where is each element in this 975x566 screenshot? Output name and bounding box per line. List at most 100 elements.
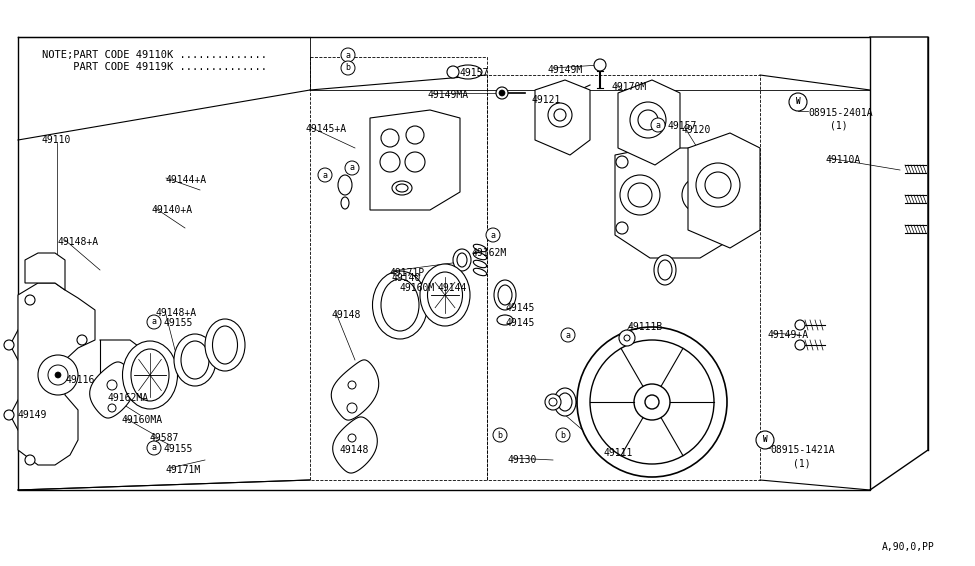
Ellipse shape (372, 271, 427, 339)
Text: 08915-2401A: 08915-2401A (808, 108, 873, 118)
Text: 49111B: 49111B (628, 322, 663, 332)
Text: 49140: 49140 (392, 273, 421, 283)
Ellipse shape (443, 273, 457, 283)
Text: 49148: 49148 (340, 445, 370, 455)
Ellipse shape (498, 285, 512, 305)
Text: 49149MA: 49149MA (428, 90, 469, 100)
Circle shape (630, 102, 666, 138)
Text: 49145: 49145 (506, 303, 535, 313)
Polygon shape (535, 80, 590, 155)
Ellipse shape (473, 252, 487, 260)
Circle shape (55, 372, 61, 378)
Circle shape (634, 384, 670, 420)
Circle shape (318, 168, 332, 182)
Ellipse shape (558, 393, 572, 411)
Ellipse shape (420, 264, 470, 326)
Text: 49157: 49157 (460, 68, 489, 78)
Circle shape (405, 152, 425, 172)
Ellipse shape (658, 260, 672, 280)
Ellipse shape (654, 255, 676, 285)
Ellipse shape (446, 276, 454, 281)
Text: 49162M: 49162M (472, 248, 507, 258)
Ellipse shape (497, 315, 513, 325)
Circle shape (25, 455, 35, 465)
Circle shape (756, 431, 774, 449)
Polygon shape (332, 417, 377, 473)
Circle shape (548, 103, 572, 127)
Circle shape (4, 410, 14, 420)
Text: a: a (490, 230, 495, 239)
Text: 49149: 49149 (18, 410, 48, 420)
Circle shape (147, 315, 161, 329)
Text: (1): (1) (793, 458, 810, 468)
Ellipse shape (392, 181, 412, 195)
Text: 49149M: 49149M (548, 65, 583, 75)
Text: a: a (323, 170, 328, 179)
Circle shape (4, 340, 14, 350)
Circle shape (348, 434, 356, 442)
Ellipse shape (473, 260, 487, 268)
Circle shape (496, 87, 508, 99)
Circle shape (682, 177, 718, 213)
Text: 49145: 49145 (506, 318, 535, 328)
Text: 49149+A: 49149+A (768, 330, 809, 340)
Text: 49110: 49110 (42, 135, 71, 145)
Circle shape (341, 48, 355, 62)
Text: 49160MA: 49160MA (122, 415, 163, 425)
Circle shape (795, 320, 805, 330)
Circle shape (406, 126, 424, 144)
Text: b: b (561, 431, 566, 440)
Ellipse shape (381, 279, 419, 331)
Text: 49148+A: 49148+A (58, 237, 99, 247)
Ellipse shape (396, 184, 408, 192)
Text: 49160M: 49160M (400, 283, 435, 293)
Circle shape (447, 66, 459, 78)
Circle shape (594, 59, 606, 71)
Circle shape (577, 327, 727, 477)
Circle shape (493, 428, 507, 442)
Circle shape (545, 394, 561, 410)
Ellipse shape (473, 268, 487, 276)
Ellipse shape (205, 319, 245, 371)
Text: A,90,0,PP: A,90,0,PP (882, 542, 935, 552)
Circle shape (348, 381, 356, 389)
Ellipse shape (427, 272, 462, 318)
Text: NOTE;PART CODE 49110K ..............: NOTE;PART CODE 49110K .............. (42, 50, 267, 60)
Text: b: b (345, 63, 350, 72)
Polygon shape (332, 360, 378, 420)
Circle shape (651, 118, 665, 132)
Text: 49148: 49148 (332, 310, 362, 320)
Text: (1): (1) (830, 120, 847, 130)
Circle shape (696, 163, 740, 207)
Circle shape (48, 365, 68, 385)
Circle shape (561, 328, 575, 342)
Text: a: a (655, 121, 660, 130)
Text: a: a (345, 50, 350, 59)
Text: 49170M: 49170M (612, 82, 647, 92)
Circle shape (619, 330, 635, 346)
Ellipse shape (494, 280, 516, 310)
Polygon shape (25, 253, 65, 290)
Text: a: a (566, 331, 570, 340)
Ellipse shape (457, 253, 467, 267)
Text: 49148+A: 49148+A (155, 308, 196, 318)
Circle shape (616, 156, 628, 168)
Circle shape (108, 404, 116, 412)
Ellipse shape (181, 341, 209, 379)
Text: 49155: 49155 (163, 444, 192, 454)
Circle shape (25, 295, 35, 305)
Ellipse shape (454, 65, 482, 79)
Circle shape (380, 152, 400, 172)
Circle shape (107, 380, 117, 390)
Circle shape (486, 228, 500, 242)
Text: 49157: 49157 (667, 121, 696, 131)
Circle shape (556, 428, 570, 442)
Circle shape (347, 403, 357, 413)
Circle shape (714, 156, 726, 168)
Ellipse shape (338, 175, 352, 195)
Polygon shape (90, 362, 135, 418)
Text: 49144+A: 49144+A (165, 175, 206, 185)
Text: 49162MA: 49162MA (107, 393, 148, 403)
Circle shape (341, 61, 355, 75)
Ellipse shape (213, 326, 238, 364)
